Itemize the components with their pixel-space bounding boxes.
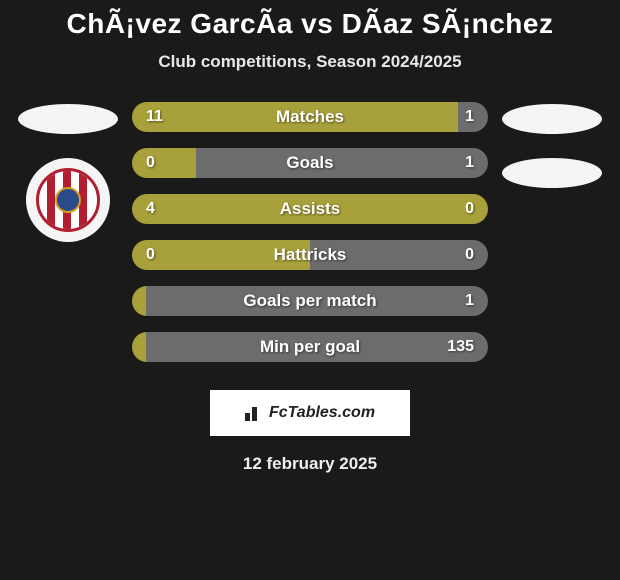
stat-right-value: 135	[447, 332, 474, 362]
stat-bar-left-fill	[132, 148, 196, 178]
left-player-col	[8, 102, 128, 362]
stat-right-value: 1	[465, 286, 474, 316]
right-player-col	[492, 102, 612, 362]
stat-bar-left-fill	[132, 286, 146, 316]
stat-bar-left-fill	[132, 332, 146, 362]
brand-text: FcTables.com	[269, 404, 375, 422]
stat-right-value: 1	[465, 102, 474, 132]
stat-bar: 1Goals per match	[132, 286, 488, 316]
stat-right-value: 0	[465, 240, 474, 270]
page-title: ChÃ¡vez GarcÃ­a vs DÃ­az SÃ¡nchez	[0, 8, 620, 40]
player-right-club-oval	[502, 158, 602, 188]
brand-logo: FcTables.com	[210, 390, 410, 436]
player-left-name-oval	[18, 104, 118, 134]
stat-bar: 135Min per goal	[132, 332, 488, 362]
stat-bar-right-fill	[310, 240, 488, 270]
stat-left-value: 4	[146, 194, 155, 224]
subtitle: Club competitions, Season 2024/2025	[0, 52, 620, 72]
stat-bar-left-fill	[132, 240, 310, 270]
player-left-club-badge	[26, 158, 110, 242]
stat-bar-right-fill	[146, 332, 488, 362]
stat-bar-right-fill	[196, 148, 488, 178]
stat-bar: 00Hattricks	[132, 240, 488, 270]
stat-bar: 111Matches	[132, 102, 488, 132]
date-text: 12 february 2025	[0, 454, 620, 474]
stat-bar: 01Goals	[132, 148, 488, 178]
stat-bar-left-fill	[132, 102, 458, 132]
stat-left-value: 0	[146, 240, 155, 270]
stat-bar-right-fill	[146, 286, 488, 316]
player-right-name-oval	[502, 104, 602, 134]
stat-bars: 111Matches01Goals40Assists00Hattricks1Go…	[128, 102, 492, 362]
stat-right-value: 1	[465, 148, 474, 178]
stat-bar-left-fill	[132, 194, 488, 224]
stat-left-value: 0	[146, 148, 155, 178]
comparison-area: 111Matches01Goals40Assists00Hattricks1Go…	[0, 102, 620, 362]
brand-chart-icon	[245, 405, 265, 421]
stat-left-value: 11	[146, 102, 163, 132]
stat-bar: 40Assists	[132, 194, 488, 224]
stat-right-value: 0	[465, 194, 474, 224]
